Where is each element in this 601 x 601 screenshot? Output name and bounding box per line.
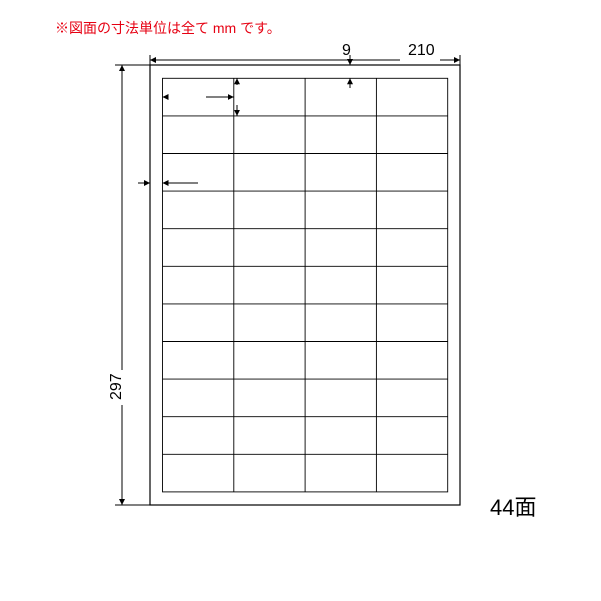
dim-line-height bbox=[115, 65, 150, 505]
dim-line-width bbox=[150, 55, 460, 65]
diagram-svg bbox=[0, 0, 601, 601]
